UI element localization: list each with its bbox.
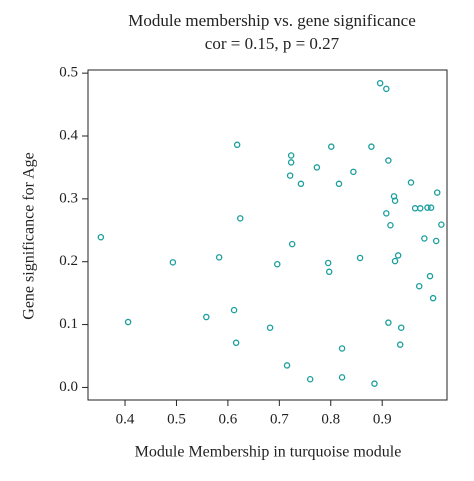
point — [338, 345, 346, 352]
chart-subtitle: cor = 0.15, p = 0.27 — [205, 34, 340, 53]
point — [287, 152, 295, 159]
chart-title: Module membership vs. gene significance — [128, 11, 416, 30]
point — [429, 294, 437, 302]
point — [233, 141, 241, 149]
x-tick-label: 0.6 — [219, 411, 238, 427]
point — [383, 85, 390, 93]
point — [385, 319, 392, 326]
point — [230, 306, 238, 314]
point — [335, 180, 343, 188]
x-axis-label: Module Membership in turquoise module — [135, 444, 402, 461]
point — [411, 205, 419, 212]
x-tick-label: 0.9 — [373, 411, 392, 427]
point — [432, 237, 440, 245]
y-tick-label: 0.0 — [59, 379, 78, 395]
point — [232, 339, 240, 347]
point — [421, 235, 428, 242]
point — [338, 374, 346, 381]
x-tick-label: 0.7 — [270, 411, 289, 427]
point — [433, 189, 441, 196]
point — [385, 157, 392, 164]
point — [97, 233, 105, 241]
point — [215, 254, 223, 261]
point — [236, 215, 244, 222]
plot-frame — [87, 69, 448, 401]
point — [427, 204, 435, 211]
point — [383, 210, 390, 217]
point — [387, 222, 394, 229]
point — [426, 272, 434, 280]
y-tick-label: 0.3 — [59, 190, 78, 206]
point — [283, 362, 291, 369]
point — [266, 324, 274, 331]
point — [397, 324, 405, 331]
y-axis-label: Gene significance for Age — [21, 152, 38, 319]
point — [169, 259, 177, 266]
point — [286, 172, 294, 179]
y-tick-label: 0.2 — [59, 253, 78, 269]
point — [371, 380, 378, 387]
x-tick-label: 0.8 — [321, 411, 340, 427]
y-tick-label: 0.5 — [59, 65, 78, 81]
point — [287, 159, 295, 166]
point — [288, 240, 296, 248]
point — [376, 79, 384, 87]
point — [325, 268, 333, 276]
point — [324, 259, 332, 267]
point — [203, 313, 210, 321]
point — [297, 180, 305, 188]
point — [350, 168, 357, 176]
point — [124, 318, 132, 326]
point — [306, 376, 314, 383]
point — [391, 257, 399, 265]
point — [417, 205, 424, 212]
point — [368, 143, 375, 150]
point — [396, 341, 404, 348]
y-tick-label: 0.1 — [59, 316, 78, 332]
point — [356, 254, 364, 262]
point — [394, 252, 402, 259]
point — [274, 260, 281, 268]
y-tick-label: 0.4 — [59, 127, 78, 143]
x-tick-label: 0.4 — [116, 411, 135, 427]
point — [407, 179, 415, 186]
x-tick-label: 0.5 — [167, 411, 186, 427]
point — [415, 282, 423, 290]
point — [313, 164, 321, 171]
point — [391, 197, 399, 204]
point — [328, 143, 335, 150]
point — [438, 221, 445, 228]
point — [424, 204, 431, 211]
